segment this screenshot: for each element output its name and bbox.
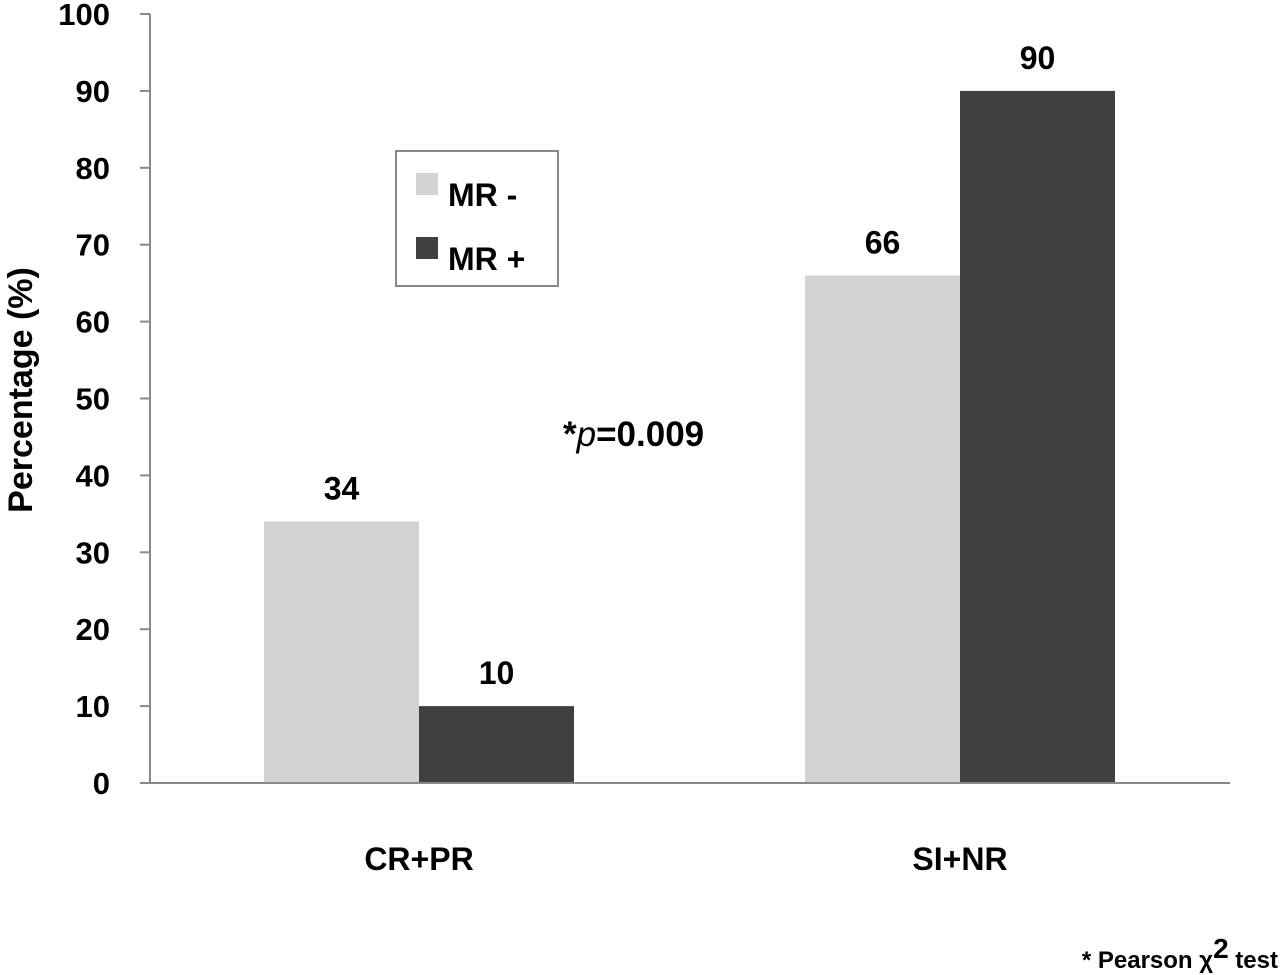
legend-label-1: MR + xyxy=(448,241,525,277)
annotation-suffix: =0.009 xyxy=(596,415,704,454)
y-tick-label: 80 xyxy=(76,151,110,186)
y-tick-label: 40 xyxy=(76,458,110,493)
data-label-1-1: 90 xyxy=(1020,40,1056,76)
bar-0-1 xyxy=(419,706,574,783)
y-ticks: 0 10 20 30 40 50 60 70 80 90 100 xyxy=(58,0,150,801)
category-label-1: SI+NR xyxy=(912,841,1007,877)
bar-1-0 xyxy=(805,275,960,783)
y-tick-label: 0 xyxy=(93,766,110,801)
p-value-annotation: *p=0.009 xyxy=(563,415,704,454)
y-tick-label: 10 xyxy=(76,689,110,724)
bar-1-1 xyxy=(960,90,1115,783)
footnote-suffix: test xyxy=(1229,947,1278,974)
legend-swatch-1 xyxy=(416,237,438,259)
y-tick-label: 20 xyxy=(76,612,110,647)
y-axis-title: Percentage (%) xyxy=(2,267,40,513)
legend-items: MR - MR + xyxy=(416,173,525,277)
legend-label-0: MR - xyxy=(448,177,517,213)
bar-0-0 xyxy=(264,521,419,783)
data-label-1-0: 66 xyxy=(865,224,901,260)
footnote-prefix: * Pearson χ xyxy=(1082,947,1213,974)
y-tick-label: 90 xyxy=(76,74,110,109)
y-tick-label: 50 xyxy=(76,382,110,417)
data-label-0-1: 10 xyxy=(479,655,515,691)
legend: MR - MR + xyxy=(395,150,559,287)
annotation-prefix: * xyxy=(563,415,577,454)
data-labels: 34 66 10 90 xyxy=(324,40,1056,691)
y-tick-label: 60 xyxy=(76,305,110,340)
category-label-0: CR+PR xyxy=(364,841,473,877)
annotation-italic: p xyxy=(576,415,596,454)
legend-swatch-0 xyxy=(416,173,438,195)
data-label-0-0: 34 xyxy=(324,471,360,507)
y-tick-label: 100 xyxy=(58,0,110,32)
y-tick-label: 70 xyxy=(76,228,110,263)
category-labels: CR+PR SI+NR xyxy=(364,841,1007,877)
footnote: * Pearson χ2 test xyxy=(1082,933,1278,974)
bars-layer xyxy=(264,90,1115,783)
footnote-superscript: 2 xyxy=(1213,933,1229,964)
y-tick-label: 30 xyxy=(76,535,110,570)
